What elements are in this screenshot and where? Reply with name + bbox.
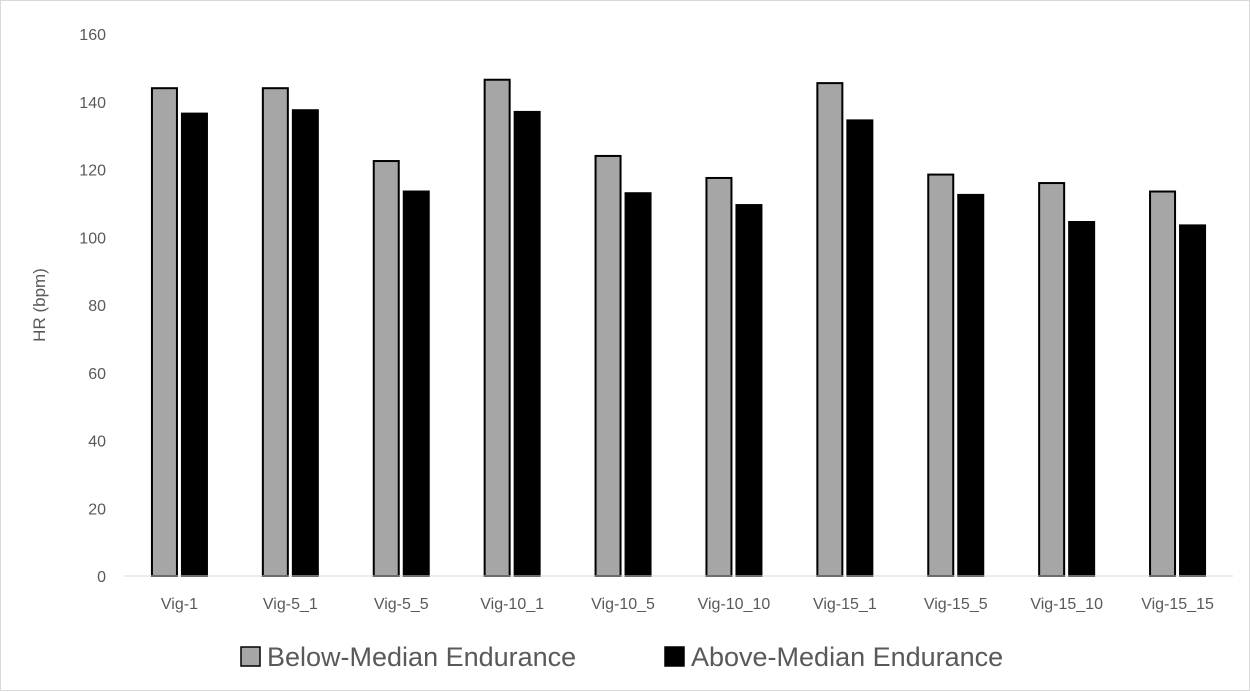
bar bbox=[1179, 224, 1207, 578]
bar bbox=[513, 110, 541, 577]
bar bbox=[705, 176, 733, 577]
y-tick-label: 60 bbox=[88, 366, 106, 383]
legend: Below-Median Endurance Above-Median Endur… bbox=[240, 642, 1003, 672]
bar bbox=[261, 87, 289, 577]
bar bbox=[372, 160, 400, 577]
x-tick-label: Vig-1 bbox=[161, 596, 198, 613]
y-tick-label: 120 bbox=[79, 163, 106, 180]
bar bbox=[180, 112, 208, 577]
bar bbox=[291, 109, 319, 577]
bar bbox=[594, 154, 622, 577]
bar bbox=[483, 78, 511, 577]
legend-label: Below-Median Endurance bbox=[267, 642, 576, 672]
bar bbox=[927, 173, 955, 578]
y-axis-ticks: 0 20 40 60 80 100 120 140 160 bbox=[79, 27, 106, 586]
bars bbox=[150, 78, 1207, 578]
bar bbox=[816, 82, 844, 578]
legend-swatch bbox=[240, 646, 261, 667]
y-tick-label: 140 bbox=[79, 95, 106, 112]
y-tick-label: 20 bbox=[88, 501, 106, 518]
legend-swatch bbox=[664, 646, 685, 667]
bar bbox=[1038, 182, 1066, 578]
x-tick-label: Vig-10_10 bbox=[698, 596, 771, 613]
x-tick-label: Vig-10_1 bbox=[480, 596, 544, 613]
y-tick-label: 0 bbox=[97, 569, 106, 586]
bar bbox=[150, 87, 178, 577]
x-tick-label: Vig-15_15 bbox=[1141, 596, 1214, 613]
legend-label: Above-Median Endurance bbox=[691, 642, 1003, 672]
y-tick-label: 160 bbox=[79, 27, 106, 44]
x-tick-label: Vig-5_5 bbox=[374, 596, 429, 613]
bar bbox=[846, 119, 874, 577]
y-tick-label: 40 bbox=[88, 434, 106, 451]
x-tick-label: Vig-15_1 bbox=[813, 596, 877, 613]
bar bbox=[1149, 190, 1177, 578]
x-axis-ticks: Vig-1 Vig-5_1 Vig-5_5 Vig-10_1 Vig-10_5 Vig-1… bbox=[161, 596, 1214, 613]
x-tick-label: Vig-5_1 bbox=[263, 596, 318, 613]
x-tick-label: Vig-10_5 bbox=[591, 596, 655, 613]
bar bbox=[624, 192, 652, 577]
bar bbox=[735, 204, 763, 577]
x-tick-label: Vig-15_5 bbox=[924, 596, 988, 613]
y-tick-label: 80 bbox=[88, 298, 106, 315]
x-tick-label: Vig-15_10 bbox=[1030, 596, 1103, 613]
y-tick-label: 100 bbox=[79, 230, 106, 247]
bar bbox=[957, 193, 985, 577]
y-axis-title: HR (bpm) bbox=[30, 268, 49, 342]
bar bbox=[402, 190, 430, 578]
bar bbox=[1068, 221, 1096, 577]
